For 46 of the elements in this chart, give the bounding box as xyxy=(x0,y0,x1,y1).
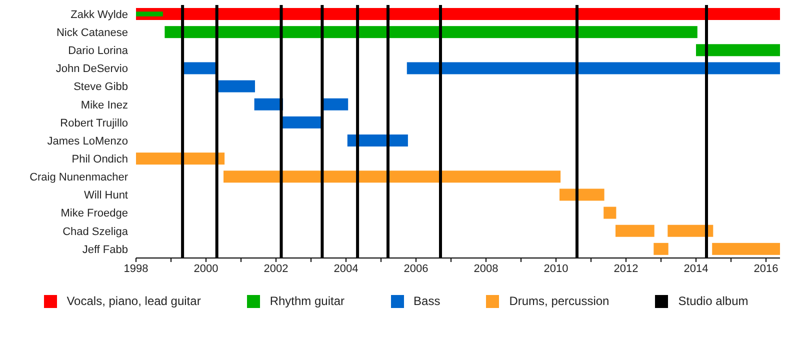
bar xyxy=(668,224,714,237)
x-tick-label: 2000 xyxy=(194,262,218,275)
bar xyxy=(136,8,780,20)
x-tick-label: 2012 xyxy=(614,262,638,275)
x-tick-label: 2010 xyxy=(544,262,568,275)
legend-label: Bass xyxy=(414,294,440,308)
y-tick-label: Steve Gibb xyxy=(74,81,128,94)
bar xyxy=(347,134,408,146)
x-tick-label: 2002 xyxy=(264,262,288,275)
bar xyxy=(164,26,698,38)
bar xyxy=(406,62,780,74)
legend-label: Vocals, piano, lead guitar xyxy=(66,294,201,308)
x-tick-label: 2008 xyxy=(474,262,498,275)
bar xyxy=(604,206,616,219)
bar xyxy=(224,170,561,183)
bar xyxy=(282,116,322,128)
y-tick-label: Mike Inez xyxy=(80,99,128,112)
x-tick-label: 1998 xyxy=(124,262,148,275)
bar xyxy=(696,44,780,56)
bar xyxy=(136,152,225,165)
y-tick-label: Will Hunt xyxy=(84,190,128,202)
legend-label: Studio album xyxy=(678,294,748,308)
legend-label: Rhythm guitar xyxy=(270,294,345,308)
y-tick-label: Robert Trujillo xyxy=(60,117,128,130)
bar xyxy=(616,224,654,237)
y-tick-label: Craig Nunenmacher xyxy=(30,172,128,184)
x-tick-label: 2006 xyxy=(404,262,428,275)
x-tick-label: 2014 xyxy=(684,262,708,275)
x-tick-label: 2016 xyxy=(754,262,778,275)
y-tick-label: Chad Szeliga xyxy=(62,226,129,238)
bar xyxy=(216,80,255,92)
y-tick-label: Nick Catanese xyxy=(56,27,128,40)
y-tick-label: Phil Ondich xyxy=(72,154,128,166)
bar xyxy=(322,98,348,110)
y-tick-label: Mike Froedge xyxy=(60,208,128,220)
bar xyxy=(712,242,780,255)
legend-label: Drums, percussion xyxy=(509,294,610,308)
y-tick-label: Dario Lorina xyxy=(68,45,129,58)
bar xyxy=(560,188,604,201)
bar xyxy=(654,242,668,255)
y-tick-label: James LoMenzo xyxy=(47,135,128,148)
y-tick-label: Jeff Fabb xyxy=(82,244,128,256)
bar xyxy=(182,62,217,74)
y-tick-label: Zakk Wylde xyxy=(70,8,128,21)
y-tick-label: John DeServio xyxy=(56,63,128,76)
x-tick-label: 2004 xyxy=(334,262,358,275)
